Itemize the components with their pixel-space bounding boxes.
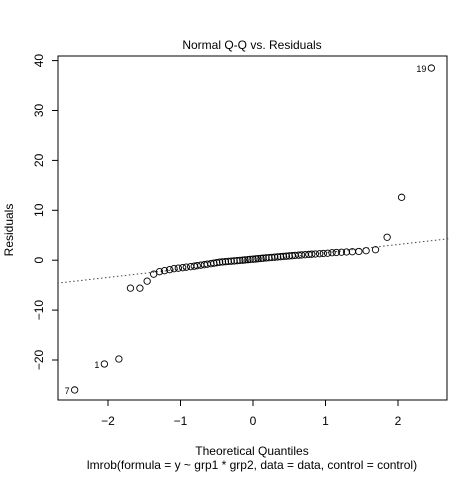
- data-point: [342, 248, 351, 256]
- data-point: [230, 257, 238, 265]
- data-point: [233, 257, 241, 265]
- x-tick-label: 0: [250, 414, 257, 428]
- data-point: [165, 266, 174, 274]
- data-point: [224, 257, 233, 266]
- data-point: [271, 253, 279, 261]
- data-point: [279, 252, 288, 261]
- data-point: [262, 254, 270, 262]
- data-point: [311, 250, 319, 258]
- data-point: [285, 252, 293, 260]
- data-point: [136, 284, 144, 292]
- data-point: [193, 262, 201, 270]
- data-point: [297, 251, 306, 259]
- x-tick-label: −1: [174, 414, 188, 428]
- data-point: [170, 265, 178, 273]
- data-point: [221, 258, 230, 266]
- data-point: [337, 248, 346, 256]
- data-point: [276, 253, 285, 261]
- data-point: [316, 250, 324, 258]
- x-axis-label: Theoretical Quantiles: [195, 444, 308, 458]
- data-point: [126, 284, 135, 292]
- chart-subtitle: lmrob(formula = y ~ grp1 * grp2, data = …: [87, 458, 417, 472]
- data-point: [236, 256, 244, 265]
- data-point: [244, 256, 252, 264]
- data-point: [371, 246, 380, 254]
- y-tick-label: −10: [32, 300, 46, 321]
- data-point: [207, 260, 215, 268]
- data-point: [328, 249, 336, 257]
- data-point: [254, 255, 262, 263]
- x-tick-label: 2: [395, 414, 402, 428]
- data-point: [383, 233, 391, 241]
- data-point: [215, 258, 224, 266]
- data-point: [332, 248, 341, 257]
- data-point: [282, 252, 290, 260]
- data-point: [252, 255, 260, 263]
- data-point: [308, 250, 316, 258]
- data-point: [210, 259, 218, 267]
- data-point: [174, 264, 182, 272]
- data-point: [427, 64, 435, 72]
- y-tick-label: 20: [32, 153, 46, 167]
- outlier-label: 19: [416, 64, 426, 74]
- data-point: [155, 268, 164, 276]
- data-point: [241, 256, 249, 264]
- data-point: [259, 254, 267, 262]
- data-point: [71, 386, 79, 394]
- data-point: [100, 360, 109, 368]
- y-tick-label: 10: [32, 203, 46, 217]
- data-point: [362, 247, 370, 255]
- y-tick-label: 30: [32, 104, 46, 118]
- y-axis-label: Residuals: [2, 204, 16, 257]
- x-tick-label: −2: [101, 414, 115, 428]
- outlier-label: 7: [65, 386, 70, 396]
- data-point: [182, 263, 190, 271]
- data-point: [227, 257, 235, 265]
- data-point: [265, 254, 273, 262]
- data-point: [160, 267, 169, 275]
- y-tick-label: 0: [32, 257, 46, 264]
- data-point: [218, 258, 227, 266]
- data-point: [246, 255, 254, 264]
- y-tick-label: 40: [32, 54, 46, 68]
- data-point: [249, 255, 257, 263]
- chart-title: Normal Q-Q vs. Residuals: [182, 38, 321, 52]
- data-point: [355, 247, 363, 256]
- data-point: [397, 193, 406, 201]
- data-point: [273, 253, 282, 261]
- data-point: [179, 264, 187, 272]
- data-point: [324, 249, 332, 257]
- data-point: [143, 277, 151, 285]
- data-point: [239, 256, 247, 264]
- x-tick-label: 1: [322, 414, 329, 428]
- data-point: [115, 355, 123, 363]
- outlier-label: 1: [94, 360, 99, 370]
- data-point: [257, 254, 265, 263]
- data-point: [319, 249, 327, 258]
- data-point: [268, 253, 276, 262]
- y-tick-label: −20: [32, 349, 46, 370]
- data-point: [213, 259, 221, 267]
